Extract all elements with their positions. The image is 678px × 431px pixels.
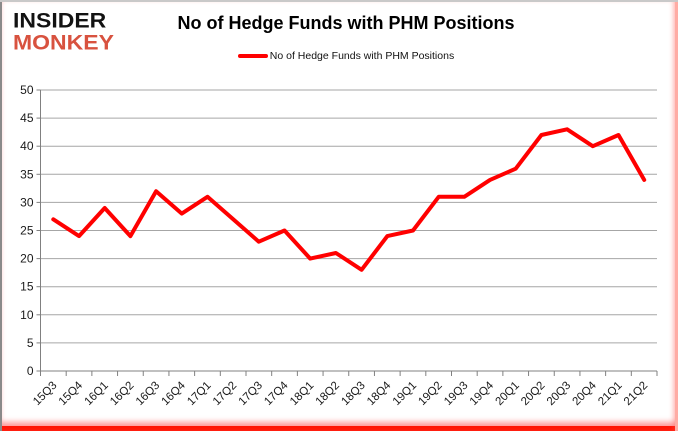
x-tick-label: 20Q4: [571, 379, 600, 408]
chart-title: No of Hedge Funds with PHM Positions: [177, 13, 515, 33]
x-tick-label: 19Q1: [391, 380, 419, 408]
legend: No of Hedge Funds with PHM Positions: [0, 50, 678, 62]
x-tick-label: 15Q4: [57, 379, 86, 408]
x-tick-label: 20Q2: [519, 380, 547, 408]
x-tick-label: 21Q2: [622, 380, 650, 408]
x-tick-label: 18Q1: [288, 380, 316, 408]
x-tick-label: 17Q4: [262, 379, 291, 408]
y-tick-label: 20: [20, 252, 34, 266]
legend-label: No of Hedge Funds with PHM Positions: [269, 50, 455, 62]
x-tick-label: 16Q2: [108, 380, 136, 408]
y-tick-label: 40: [20, 139, 34, 153]
y-tick-label: 35: [20, 167, 34, 181]
legend-line-marker: [237, 54, 268, 58]
logo-line-insider: INSIDER: [13, 8, 107, 32]
y-tick-label: 30: [20, 195, 34, 209]
x-tick-label: 17Q2: [211, 380, 239, 408]
x-tick-label: 20Q3: [545, 380, 573, 408]
x-tick-label: 19Q4: [468, 379, 497, 408]
data-series-line: [51, 127, 647, 272]
x-tick-label: 18Q3: [339, 380, 367, 408]
insider-monkey-logo: INSIDER MONKEY: [13, 9, 114, 53]
logo-line-monkey: MONKEY: [13, 30, 114, 54]
x-tick-label: 16Q1: [82, 380, 110, 408]
y-tick-label: 5: [27, 336, 34, 350]
y-tick-label: 25: [20, 224, 34, 238]
y-tick-label: 15: [20, 280, 34, 294]
x-tick-label: 19Q3: [442, 380, 470, 408]
x-tick-label: 16Q3: [134, 380, 162, 408]
x-tick-label: 19Q2: [416, 380, 444, 408]
y-tick-label: 10: [20, 308, 34, 322]
x-tick-label: 18Q4: [365, 379, 394, 408]
x-tick-label: 15Q3: [31, 380, 59, 408]
x-tick-label: 21Q1: [596, 380, 624, 408]
x-tick-label: 17Q3: [237, 380, 265, 408]
y-tick-label: 0: [27, 364, 34, 378]
x-tick-label: 20Q1: [493, 380, 521, 408]
x-tick-label: 17Q1: [185, 380, 213, 408]
x-tick-label: 18Q2: [314, 380, 342, 408]
y-tick-label: 45: [20, 111, 34, 125]
y-tick-label: 50: [20, 83, 34, 97]
x-tick-label: 16Q4: [160, 379, 189, 408]
